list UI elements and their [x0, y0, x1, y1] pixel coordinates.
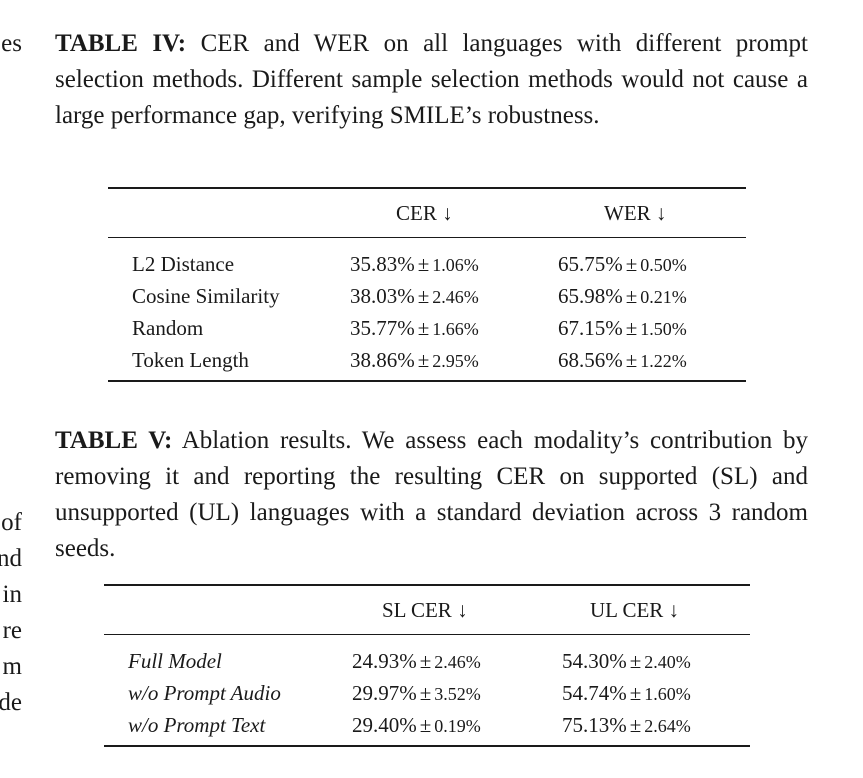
table-row: Full Model 24.93% ±2.46% 54.30% ±2.40%	[104, 635, 750, 678]
table4-caption: TABLE IV: CER and WER on all languages w…	[55, 26, 808, 134]
cer-cell: 38.03% ±2.46%	[350, 283, 479, 308]
wer-cell: 65.98% ±0.21%	[558, 283, 687, 308]
row-label: Token Length	[132, 347, 249, 372]
table-row: w/o Prompt Audio 29.97% ±3.52% 54.74% ±1.6…	[104, 677, 750, 709]
row-label: Full Model	[128, 648, 222, 673]
ul-cer-cell: 54.74% ±1.60%	[562, 680, 691, 705]
row-label: w/o Prompt Audio	[128, 680, 281, 705]
cer-cell: 35.83% ±1.06%	[350, 251, 479, 276]
table4-header-empty	[108, 188, 348, 238]
row-label: Cosine Similarity	[132, 283, 280, 308]
table5-caption-label: TABLE V:	[55, 427, 173, 454]
table-row: L2 Distance 35.83% ±1.06% 65.75% ±0.50%	[108, 238, 746, 281]
cer-cell: 35.77% ±1.66%	[350, 315, 479, 340]
table4-header-cer: CER ↓	[396, 200, 453, 225]
table5-header-sl-cer: SL CER ↓	[382, 597, 468, 622]
left-column-fragment: es	[1, 30, 22, 57]
table4-caption-text: CER and WER on all languages with differ…	[55, 30, 808, 129]
table-row: w/o Prompt Text 29.40% ±0.19% 75.13% ±2.64…	[104, 709, 750, 746]
table-row: Random 35.77% ±1.66% 67.15% ±1.50%	[108, 312, 746, 344]
sl-cer-cell: 24.93% ±2.46%	[352, 648, 481, 673]
table5-caption: TABLE V: Ablation results. We assess eac…	[55, 423, 808, 567]
wer-cell: 65.75% ±0.50%	[558, 251, 687, 276]
row-label: Random	[132, 315, 204, 340]
table-row: Cosine Similarity 38.03% ±2.46% 65.98% ±0.…	[108, 280, 746, 312]
table4-header-row: CER ↓ WER ↓	[108, 188, 746, 238]
table5-header-row: SL CER ↓ UL CER ↓	[104, 585, 750, 635]
ul-cer-cell: 75.13% ±2.64%	[562, 712, 691, 737]
table5: SL CER ↓ UL CER ↓ Full Model 24.93% ±2.46…	[104, 584, 750, 747]
sl-cer-cell: 29.40% ±0.19%	[352, 712, 481, 737]
table4: CER ↓ WER ↓ L2 Distance 35.83% ±1.06% 65.…	[108, 187, 746, 382]
table5-header-ul-cer: UL CER ↓	[590, 597, 680, 622]
sl-cer-cell: 29.97% ±3.52%	[352, 680, 481, 705]
ul-cer-cell: 54.30% ±2.40%	[562, 648, 691, 673]
table-row: Token Length 38.86% ±2.95% 68.56% ±1.22%	[108, 344, 746, 381]
cer-cell: 38.86% ±2.95%	[350, 347, 479, 372]
row-label: w/o Prompt Text	[128, 712, 266, 737]
wer-cell: 68.56% ±1.22%	[558, 347, 687, 372]
wer-cell: 67.15% ±1.50%	[558, 315, 687, 340]
table4-header-wer: WER ↓	[604, 200, 667, 225]
table5-header-empty	[104, 585, 352, 635]
row-label: L2 Distance	[132, 251, 235, 276]
table5-caption-text: Ablation results. We assess each modalit…	[55, 427, 809, 562]
left-column-fragment: of nd in re m de	[0, 509, 22, 716]
table4-caption-label: TABLE IV:	[55, 30, 187, 57]
